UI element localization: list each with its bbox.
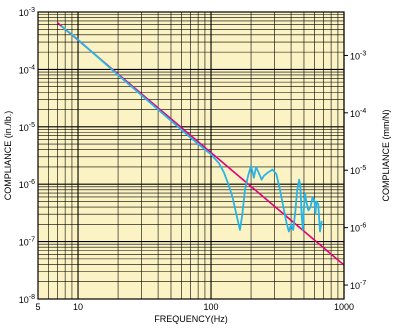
y-right-tick-label: 10-4: [350, 108, 366, 119]
x-axis-title: FREQUENCY(Hz): [154, 314, 228, 324]
y-left-axis-title: COMPLIANCE (in./lb.): [3, 111, 13, 201]
y-left-tick-label: 10-8: [19, 294, 35, 305]
x-tick-labels: 5 10 100 1000: [35, 302, 354, 312]
y-left-tick-label: 10-3: [19, 7, 35, 18]
y-right-tick-label: 10-5: [350, 165, 366, 176]
measured-line: [60, 25, 323, 233]
y-right-tick-labels: 10-7 10-6 10-5 10-4 10-3: [344, 50, 366, 291]
x-tick-label: 1000: [334, 302, 354, 312]
y-right-tick-label: 10-6: [350, 223, 366, 234]
y-left-tick-label: 10-6: [19, 179, 35, 190]
x-tick-label: 100: [204, 302, 219, 312]
y-left-tick-label: 10-4: [19, 64, 35, 75]
grid-minor: [37, 12, 344, 299]
y-right-axis-title: COMPLIANCE (mm/N): [381, 109, 391, 201]
y-left-tick-labels: 10-8 10-7 10-6 10-5 10-4 10-3: [19, 7, 35, 305]
y-right-tick-label: 10-7: [350, 280, 366, 291]
y-right-tick-label: 10-3: [350, 50, 366, 61]
series-layer: [56, 22, 345, 266]
y-left-tick-label: 10-5: [19, 122, 35, 133]
x-tick-label: 10: [73, 302, 83, 312]
plot-frame: [37, 11, 345, 300]
plot-background: [38, 12, 344, 299]
x-tick-label: 5: [35, 302, 40, 312]
y-left-tick-label: 10-7: [19, 237, 35, 248]
